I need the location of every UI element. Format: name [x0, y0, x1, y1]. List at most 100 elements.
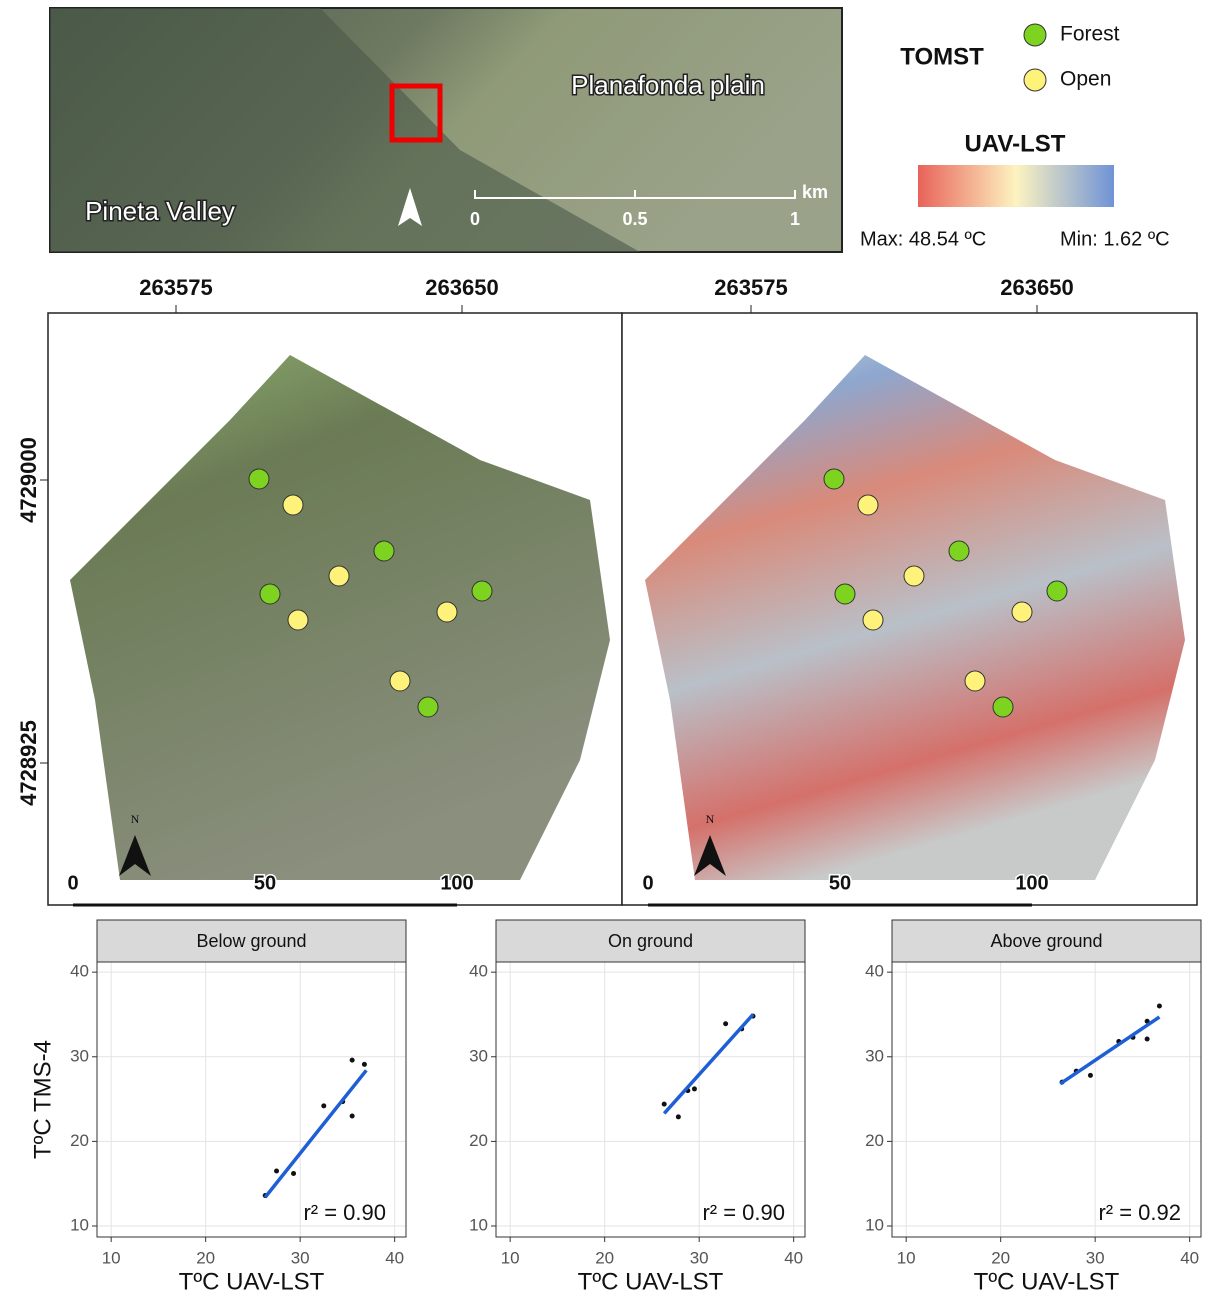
sensor: [390, 671, 410, 691]
sensor: [904, 566, 924, 586]
north-label: N: [706, 812, 715, 826]
map-scale-label: 100: [1015, 872, 1048, 894]
map-scale-label: 0: [67, 872, 78, 894]
point: [350, 1058, 355, 1063]
facet-title: Above ground: [990, 931, 1102, 951]
y-tick-label: 20: [865, 1131, 884, 1150]
plot-area: [97, 962, 406, 1237]
point: [321, 1103, 326, 1108]
sensor: [472, 581, 492, 601]
x-tick-label: 10: [501, 1248, 520, 1267]
legend-title: UAV-LST: [965, 130, 1066, 157]
x-tick-label: 30: [291, 1248, 310, 1267]
legend-title: TOMST: [900, 43, 984, 70]
x-axis-title: TºC UAV-LST: [179, 1268, 325, 1295]
map-x-tick-label: 263650: [1000, 275, 1073, 300]
scale-label: 0: [470, 209, 480, 229]
plot-area: [496, 962, 805, 1237]
sensor: [260, 584, 280, 604]
map-scale-label: 50: [829, 872, 851, 894]
scale-label: 1: [790, 209, 800, 229]
r2-annotation: r² = 0.90: [303, 1200, 386, 1225]
legend: TOMST UAV-LST Max: 48.54 ºC Min: 1.62 ºC…: [860, 23, 1170, 251]
point: [362, 1062, 367, 1067]
sensor: [329, 566, 349, 586]
legend-label: Forest: [1060, 23, 1120, 46]
x-tick-label: 20: [595, 1248, 614, 1267]
facet-title: On ground: [608, 931, 693, 951]
map-x-tick-label: 263575: [139, 275, 212, 300]
x-tick-label: 20: [991, 1248, 1010, 1267]
sensor: [437, 602, 457, 622]
point: [1088, 1073, 1093, 1078]
x-axis-title: TºC UAV-LST: [974, 1268, 1120, 1295]
sensor: [824, 469, 844, 489]
point: [1145, 1037, 1150, 1042]
place-label: Pineta Valley: [85, 196, 235, 226]
point: [662, 1102, 667, 1107]
y-tick-label: 10: [469, 1215, 488, 1234]
point: [692, 1086, 697, 1091]
r2-annotation: r² = 0.92: [1098, 1200, 1181, 1225]
figure: Planafonda plain Pineta Valley 0 0.5 1 k…: [0, 0, 1206, 1297]
point: [1157, 1004, 1162, 1009]
sensor: [283, 495, 303, 515]
y-tick-label: 30: [469, 1046, 488, 1065]
y-tick-label: 40: [469, 962, 488, 981]
x-axis-title: TºC UAV-LST: [578, 1268, 724, 1295]
scale-unit: km: [802, 182, 828, 202]
point: [676, 1114, 681, 1119]
point: [350, 1114, 355, 1119]
plot-area: [892, 962, 1201, 1237]
y-tick-label: 30: [70, 1046, 89, 1065]
sensor: [249, 469, 269, 489]
map-scale-label: 0: [642, 872, 653, 894]
map-scale-label: 100: [440, 872, 473, 894]
point: [274, 1169, 279, 1174]
sensor: [1012, 602, 1032, 622]
legend-label: Open: [1060, 68, 1111, 91]
x-tick-label: 10: [897, 1248, 916, 1267]
map-y-tick-label: 4729000: [16, 437, 41, 523]
x-tick-label: 10: [102, 1248, 121, 1267]
y-tick-label: 40: [865, 962, 884, 981]
x-tick-label: 40: [385, 1248, 404, 1267]
sensor: [993, 697, 1013, 717]
y-tick-label: 20: [70, 1131, 89, 1150]
y-tick-label: 40: [70, 962, 89, 981]
y-tick-label: 30: [865, 1046, 884, 1065]
sensor: [418, 697, 438, 717]
y-tick-label: 10: [70, 1215, 89, 1234]
scatter-panels: Below ground 10 20 30 40 10 20 30 40 r² = 0.90 TºC…: [29, 920, 1201, 1295]
legend-swatch: [1024, 69, 1046, 91]
sensor: [288, 610, 308, 630]
y-tick-label: 10: [865, 1215, 884, 1234]
map-scale-label: 50: [254, 872, 276, 894]
sensor: [374, 541, 394, 561]
x-tick-label: 40: [784, 1248, 803, 1267]
north-label: N: [131, 812, 140, 826]
map-y-tick-label: 4728925: [16, 720, 41, 806]
sensor: [863, 610, 883, 630]
legend-min: Min: 1.62 ºC: [1060, 228, 1170, 250]
legend-max: Max: 48.54 ºC: [860, 228, 986, 250]
map-x-tick-label: 263650: [425, 275, 498, 300]
legend-swatch: [1024, 24, 1046, 46]
r2-annotation: r² = 0.90: [702, 1200, 785, 1225]
x-tick-label: 40: [1180, 1248, 1199, 1267]
sensor: [949, 541, 969, 561]
color-ramp: [918, 165, 1114, 207]
facet-title: Below ground: [196, 931, 306, 951]
sensor: [965, 671, 985, 691]
place-label: Planafonda plain: [571, 70, 765, 100]
x-tick-label: 30: [690, 1248, 709, 1267]
x-tick-label: 30: [1086, 1248, 1105, 1267]
point: [291, 1171, 296, 1176]
point: [723, 1021, 728, 1026]
sensor: [1047, 581, 1067, 601]
scale-label: 0.5: [622, 209, 647, 229]
x-tick-label: 20: [196, 1248, 215, 1267]
y-tick-label: 20: [469, 1131, 488, 1150]
sensor: [858, 495, 878, 515]
y-axis-title: TºC TMS-4: [29, 1040, 56, 1159]
